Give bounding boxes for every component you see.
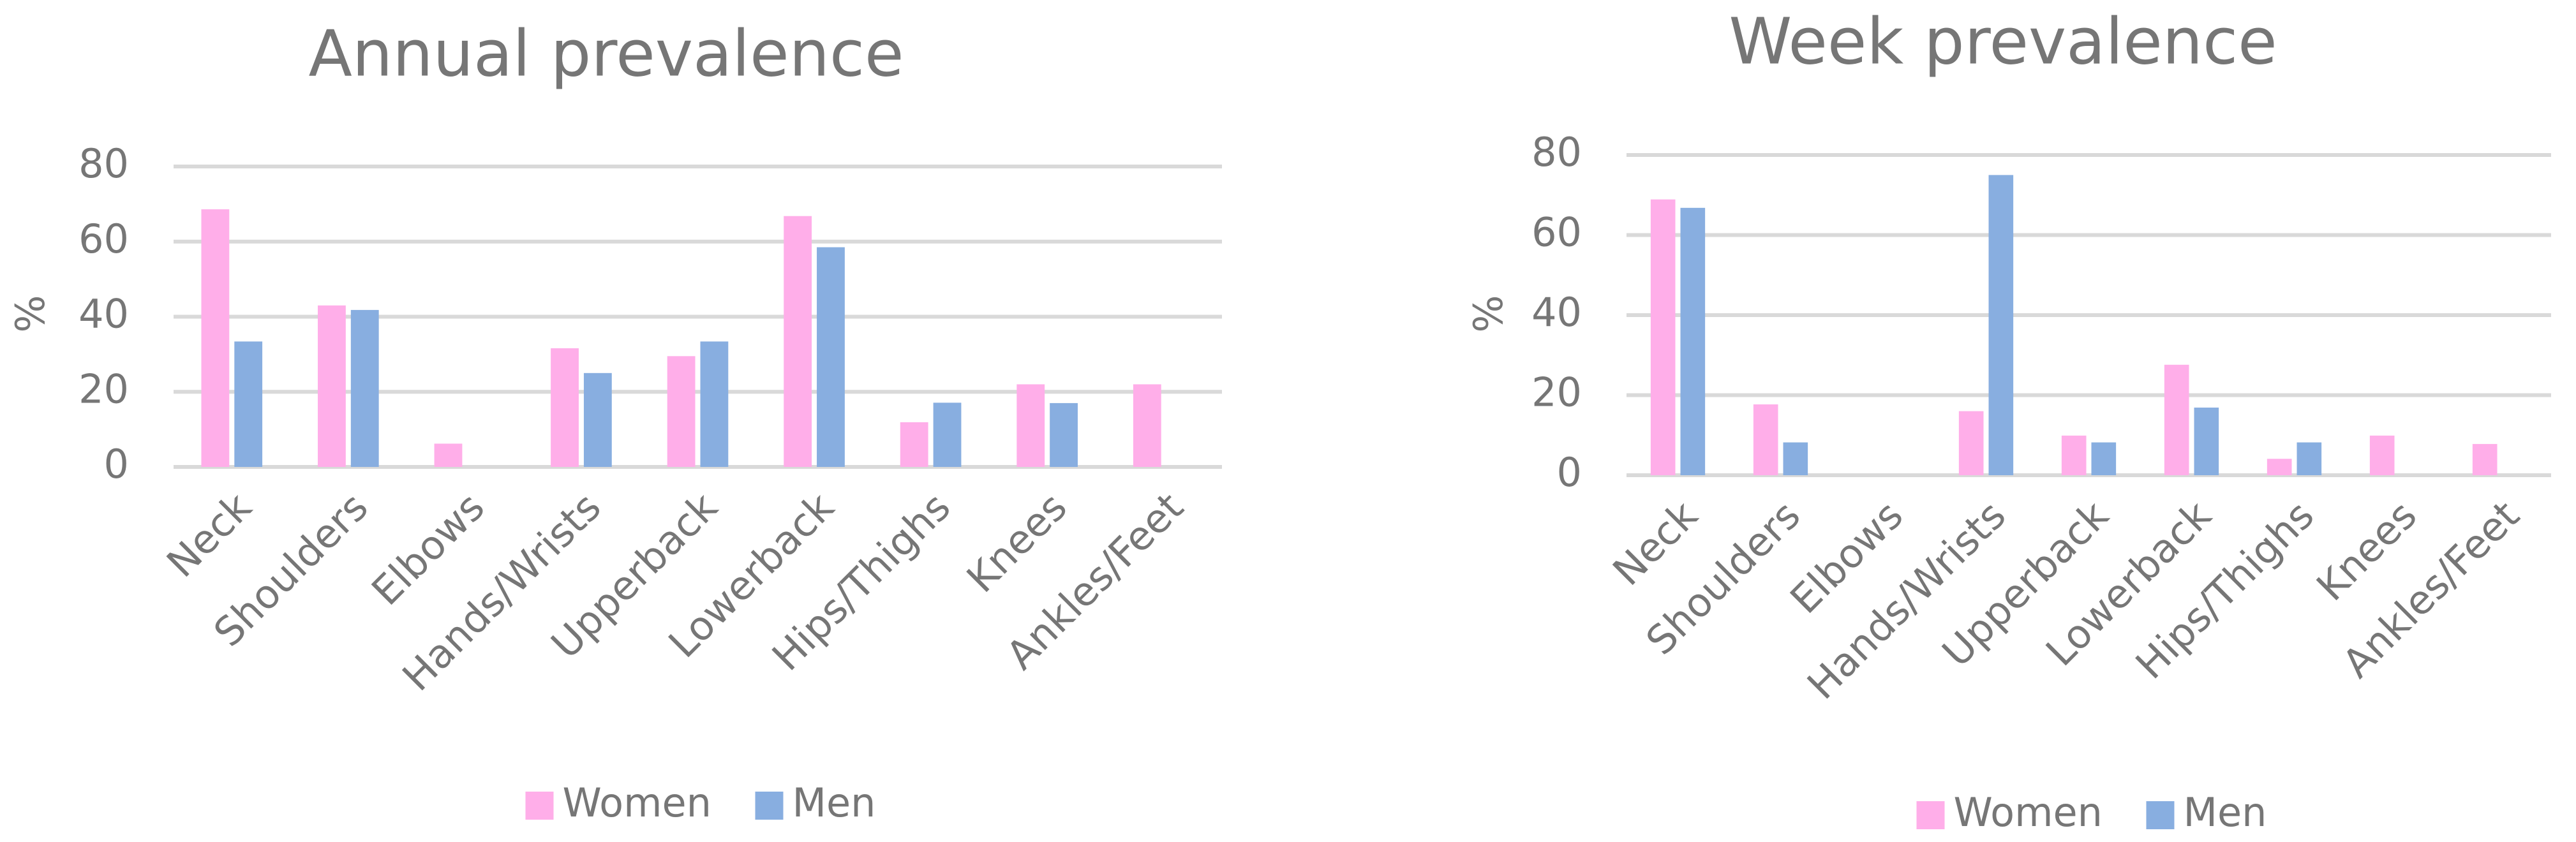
y-axis-label: % [7, 295, 54, 333]
bar [817, 247, 845, 467]
legend-swatch [2146, 801, 2175, 829]
bar [201, 209, 230, 467]
y-tick-label: 20 [78, 366, 129, 412]
bar [1988, 175, 2014, 475]
legend-label: Women [1954, 789, 2103, 836]
bar [2194, 407, 2219, 475]
y-axis-label: % [1465, 295, 1512, 333]
bar [434, 443, 463, 467]
legend-swatch [525, 792, 554, 820]
y-tick-label: 0 [1557, 449, 1582, 496]
legend-label: Men [793, 779, 876, 826]
bar [318, 305, 346, 467]
x-tick-label: Hands/Wrists [394, 484, 610, 700]
bar [1783, 442, 1808, 475]
chart-title: Week prevalence [1729, 4, 2277, 78]
bar [2297, 442, 2322, 475]
y-tick-label: 0 [104, 441, 129, 487]
bar [2164, 364, 2189, 475]
bar [1753, 404, 1778, 475]
legend-swatch [1916, 801, 1945, 829]
x-tick-label: Knees [958, 484, 1076, 602]
bar [2061, 435, 2087, 475]
bar [2267, 459, 2292, 475]
bar [667, 356, 696, 467]
chart-title: Annual prevalence [309, 16, 904, 91]
bar [1016, 384, 1045, 467]
bar [784, 216, 812, 467]
bar [551, 348, 579, 467]
bar [700, 341, 729, 467]
x-tick-label: Neck [158, 484, 260, 586]
y-tick-label: 60 [78, 216, 129, 262]
bar [583, 373, 612, 467]
y-tick-label: 60 [1531, 209, 1582, 256]
y-tick-label: 80 [1531, 129, 1582, 175]
bar [933, 403, 962, 467]
legend-label: Men [2184, 789, 2267, 836]
bar [2369, 435, 2395, 475]
y-tick-label: 80 [78, 140, 129, 187]
bar [1680, 207, 1706, 475]
bar [2091, 442, 2117, 475]
y-tick-label: 40 [1531, 289, 1582, 336]
bar [234, 341, 263, 467]
x-tick-label: Hips/Thighs [2127, 492, 2323, 688]
legend-swatch [755, 792, 784, 820]
bar [2472, 444, 2498, 475]
bar [350, 309, 379, 467]
legend-label: Women [563, 779, 711, 826]
bar [1133, 384, 1161, 467]
bar [900, 422, 928, 467]
bar [1650, 199, 1676, 475]
y-tick-label: 40 [78, 291, 129, 337]
bar [1958, 411, 1984, 475]
y-tick-label: 20 [1531, 369, 1582, 416]
bar [1050, 403, 1078, 467]
